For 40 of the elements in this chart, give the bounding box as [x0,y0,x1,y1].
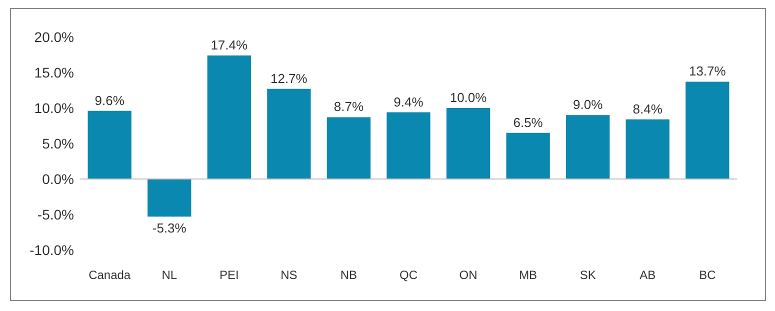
y-tick-label: 10.0% [34,100,74,116]
y-tick-label: -5.0% [37,206,74,222]
x-tick-label: PEI [219,268,239,282]
y-tick-label: 15.0% [34,64,74,80]
data-label: 12.7% [270,70,308,86]
data-label: 17.4% [210,37,248,52]
x-tick-label: Canada [88,268,131,282]
data-label: 13.7% [688,64,726,79]
y-tick-label: -10.0% [30,242,74,258]
data-label: 9.0% [573,97,604,112]
bar [446,108,490,179]
data-label: 8.7% [334,99,364,114]
y-tick-label: 5.0% [42,135,74,152]
x-tick-label: NS [280,268,298,282]
data-label: 6.5% [513,114,544,130]
bar [267,88,311,179]
x-tick-label: BC [699,268,716,282]
bar [566,115,610,179]
bar [326,117,371,179]
y-tick-label: 0.0% [42,170,74,187]
x-tick-label: AB [640,268,656,282]
data-label: 8.4% [632,101,663,116]
bar [686,82,730,179]
bar [88,110,132,179]
data-label: 10.0% [450,90,488,105]
x-tick-label: QC [400,268,418,282]
x-tick-label: ON [459,268,478,282]
x-tick-label: SK [580,268,596,282]
bar [626,119,670,179]
data-label: 9.6% [94,92,125,108]
bar [506,132,550,179]
data-label: -5.3% [152,220,187,236]
x-tick-label: NB [340,268,358,282]
bar [386,112,430,179]
x-tick-label: MB [519,268,538,282]
bar [207,55,251,179]
x-tick-label: NL [162,268,178,282]
y-tick-label: 20.0% [34,28,74,45]
bar [148,179,192,217]
data-label: 9.4% [394,94,424,110]
